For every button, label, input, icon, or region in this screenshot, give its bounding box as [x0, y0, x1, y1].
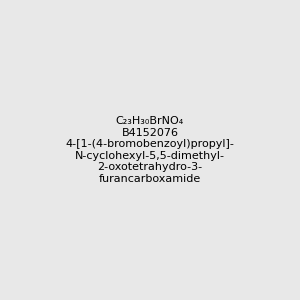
Text: C₂₃H₃₀BrNO₄
B4152076
4-[1-(4-bromobenzoyl)propyl]-
N-cyclohexyl-5,5-dimethyl-
2-: C₂₃H₃₀BrNO₄ B4152076 4-[1-(4-bromobenzoy… [66, 116, 234, 184]
